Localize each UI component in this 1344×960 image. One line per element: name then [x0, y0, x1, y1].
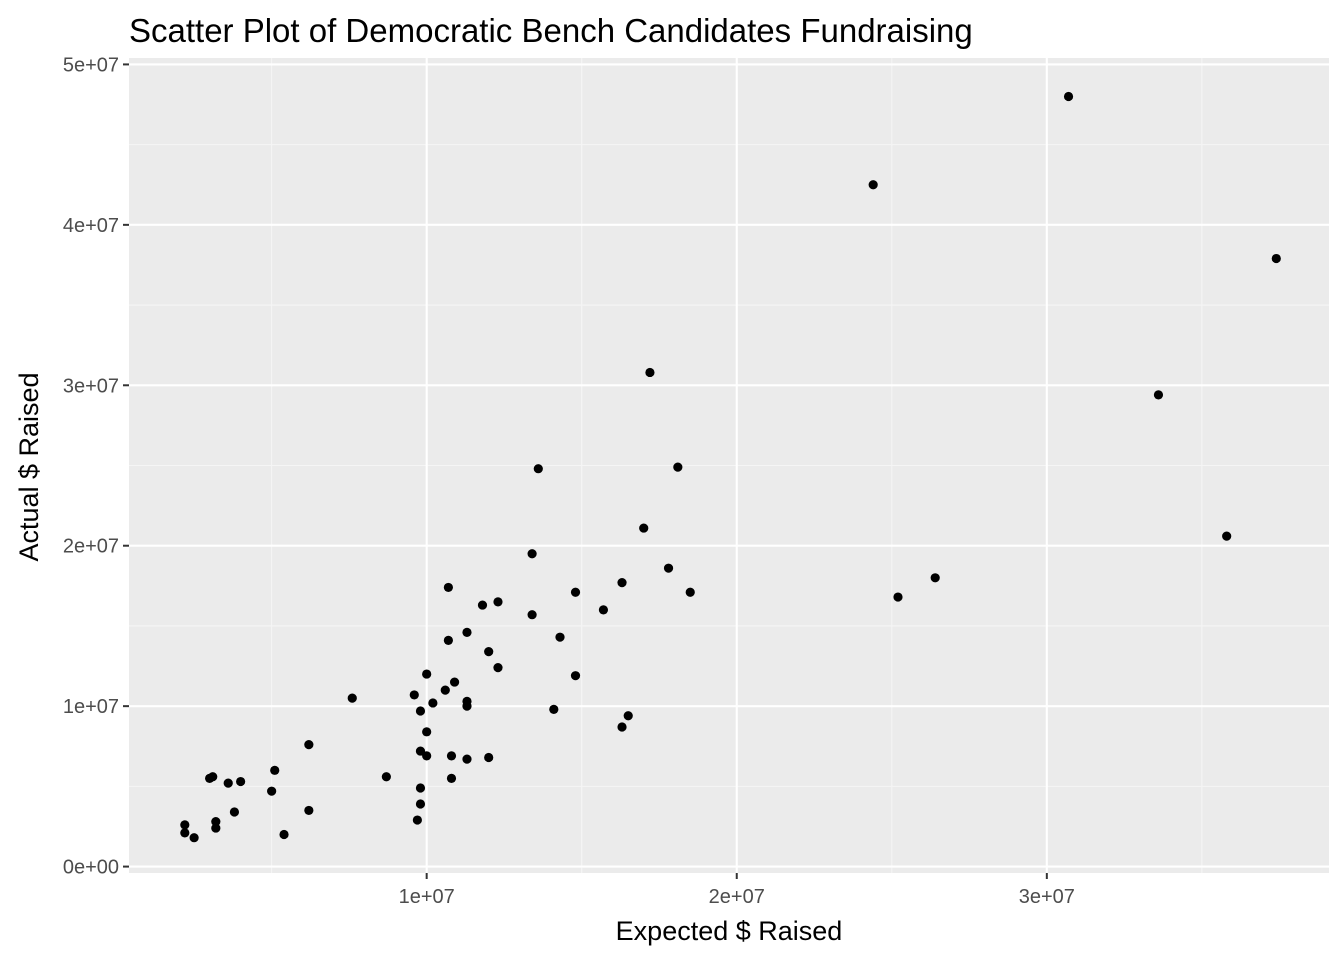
scatter-point	[189, 833, 199, 843]
scatter-point	[267, 786, 277, 796]
scatter-point	[211, 817, 221, 827]
scatter-point	[623, 711, 633, 721]
scatter-point	[1153, 390, 1164, 400]
x-tick-label: 3e+07	[1019, 886, 1075, 908]
scatter-point	[381, 772, 391, 782]
scatter-point	[443, 635, 453, 645]
scatter-point	[484, 647, 494, 657]
y-tick-label: 2e+07	[63, 536, 119, 558]
major-gridlines	[129, 58, 1329, 873]
data-points	[180, 91, 1281, 843]
scatter-point	[868, 180, 878, 190]
scatter-point	[180, 828, 190, 838]
y-tick-label: 0e+00	[63, 857, 119, 879]
scatter-point	[449, 677, 460, 687]
scatter-point	[617, 722, 627, 732]
y-axis-title: Actual $ Raised	[14, 372, 44, 561]
scatter-point	[462, 627, 472, 637]
scatter-point	[409, 690, 419, 700]
scatter-point	[527, 610, 537, 620]
y-tick-label: 3e+07	[63, 375, 119, 397]
x-axis-title: Expected $ Raised	[616, 916, 843, 946]
scatter-point	[229, 807, 240, 817]
scatter-point	[533, 464, 543, 474]
scatter-point	[428, 698, 438, 708]
scatter-point	[304, 740, 314, 750]
scatter-point	[440, 685, 450, 695]
x-axis: 1e+07 2e+07 3e+07	[399, 873, 1075, 908]
scatter-point	[617, 578, 627, 588]
scatter-point	[570, 671, 581, 681]
scatter-point	[1063, 91, 1074, 102]
scatter-point	[493, 663, 503, 673]
chart-title: Scatter Plot of Democratic Bench Candida…	[129, 12, 973, 49]
scatter-point	[484, 752, 494, 763]
scatter-point	[422, 727, 432, 737]
y-axis: 0e+00 1e+07 2e+07 3e+07 4e+07 5e+07	[63, 54, 129, 879]
scatter-point	[685, 587, 695, 597]
minor-gridlines	[129, 58, 1329, 873]
scatter-point	[446, 773, 457, 783]
scatter-point	[645, 367, 655, 378]
scatter-point	[527, 549, 537, 559]
scatter-point	[443, 582, 453, 593]
scatter-point	[223, 778, 233, 788]
scatter-point	[208, 772, 218, 782]
scatter-point	[211, 823, 221, 833]
scatter-point	[347, 693, 357, 703]
scatter-point	[279, 829, 289, 840]
x-tick-label: 2e+07	[709, 886, 765, 908]
y-tick-label: 4e+07	[63, 215, 119, 237]
scatter-point	[415, 746, 426, 756]
y-tick-label: 1e+07	[63, 696, 119, 718]
scatter-point	[477, 600, 488, 610]
scatter-point	[663, 563, 674, 573]
scatter-point	[1271, 253, 1281, 264]
scatter-point	[446, 751, 457, 761]
scatter-point	[893, 592, 903, 602]
scatter-point	[180, 820, 190, 830]
scatter-point	[598, 605, 609, 615]
scatter-point	[422, 751, 432, 761]
scatter-point	[639, 523, 649, 533]
x-tick-label: 1e+07	[399, 886, 455, 908]
scatter-point	[462, 754, 472, 764]
scatter-point	[415, 706, 426, 716]
y-tick-label: 5e+07	[63, 54, 119, 76]
scatter-point	[422, 669, 432, 679]
scatter-point	[673, 462, 683, 472]
scatter-point	[236, 776, 246, 787]
scatter-point	[270, 765, 280, 775]
scatter-point	[1222, 531, 1232, 541]
scatter-point	[493, 597, 503, 607]
scatter-point	[415, 799, 426, 809]
scatter-point	[462, 701, 472, 711]
scatter-point	[412, 815, 422, 825]
scatter-point	[570, 587, 581, 597]
scatter-point	[304, 805, 314, 816]
scatter-point	[415, 783, 426, 793]
scatter-point	[549, 704, 559, 714]
scatter-point	[555, 632, 565, 642]
scatter-point	[930, 573, 940, 583]
